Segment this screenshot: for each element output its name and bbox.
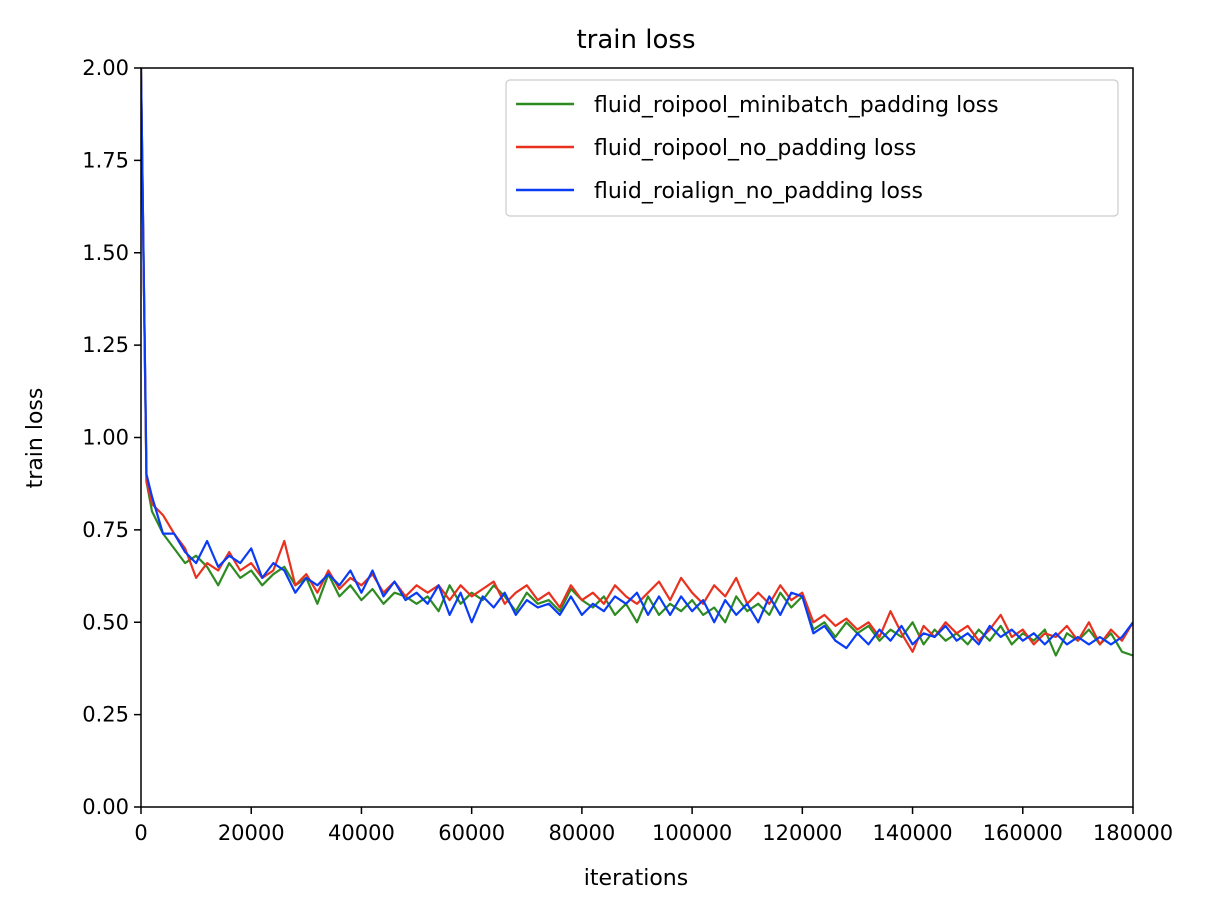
x-tick-label: 80000	[548, 821, 615, 845]
chart-title: train loss	[576, 25, 695, 55]
y-tick-label: 0.75	[82, 518, 129, 542]
legend-label: fluid_roipool_no_padding loss	[594, 136, 916, 161]
x-axis-title: iterations	[584, 866, 688, 891]
y-tick-label: 1.50	[82, 241, 129, 265]
x-tick-label: 160000	[983, 821, 1063, 845]
legend: fluid_roipool_minibatch_padding loss flui…	[505, 79, 1119, 217]
x-tick-label: 100000	[652, 821, 732, 845]
legend-label: fluid_roipool_minibatch_padding loss	[594, 93, 999, 118]
y-axis-title: train loss	[23, 388, 48, 489]
x-tick-label: 120000	[762, 821, 842, 845]
series-line-3	[141, 68, 1133, 650]
y-tick-label: 0.25	[82, 703, 129, 727]
y-tick-label: 1.75	[82, 148, 129, 172]
x-axis: 0 20000 40000 60000 80000 100000 120000 140000 1…	[134, 807, 1173, 845]
x-tick-label: 60000	[438, 821, 505, 845]
y-tick-label: 0.00	[82, 795, 129, 819]
x-tick-label: 140000	[872, 821, 952, 845]
legend-label: fluid_roialign_no_padding loss	[594, 179, 923, 204]
y-axis: 0.00 0.25 0.50 0.75 1.00 1.25 1.50 1.75 2.00	[82, 56, 141, 819]
x-tick-label: 40000	[328, 821, 395, 845]
y-tick-label: 1.25	[82, 333, 129, 357]
legend-box	[505, 79, 1119, 217]
plot-frame	[140, 67, 1134, 808]
x-tick-label: 0	[134, 821, 147, 845]
x-tick-label: 180000	[1093, 821, 1173, 845]
y-tick-label: 1.00	[82, 426, 129, 450]
series-layer	[141, 68, 1133, 657]
y-tick-label: 0.50	[82, 610, 129, 634]
y-tick-label: 2.00	[82, 56, 129, 80]
series-line-2	[141, 68, 1133, 653]
x-tick-label: 20000	[218, 821, 285, 845]
